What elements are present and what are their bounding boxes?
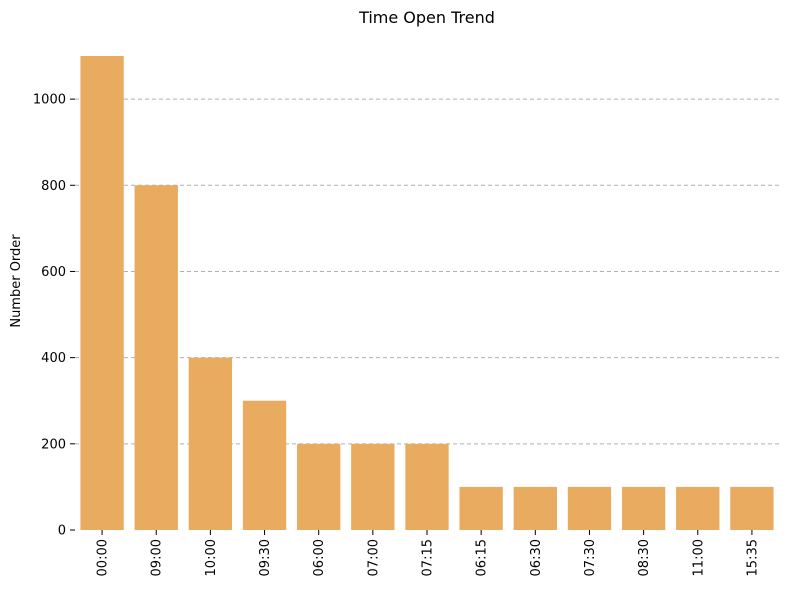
y-tick-label: 600 — [41, 265, 66, 280]
x-tick-label: 06:15 — [475, 539, 490, 576]
y-axis-label: Number Order — [9, 234, 24, 328]
x-tick-label: 06:30 — [529, 539, 544, 576]
x-tick-label: 10:00 — [204, 539, 219, 576]
bar-0715 — [405, 443, 449, 530]
bar-0630 — [513, 486, 557, 530]
bar-0615 — [459, 486, 503, 530]
bar-1535 — [730, 486, 774, 530]
x-tick-label: 07:30 — [583, 539, 598, 576]
bar-0700 — [351, 443, 395, 530]
y-axis-ticks: 0 200 400 600 800 1000 — [33, 93, 75, 539]
x-tick-label: 11:00 — [691, 539, 706, 576]
y-tick-label: 400 — [41, 351, 66, 366]
x-tick-label: 09:30 — [258, 539, 273, 576]
bar-0000 — [80, 56, 124, 530]
bar-1100 — [676, 486, 720, 530]
bar-1000 — [188, 357, 233, 530]
x-tick-label: 07:00 — [366, 539, 381, 576]
chart-title: Time Open Trend — [358, 8, 495, 27]
x-axis-ticks: 00:00 09:00 10:00 09:30 06:00 07:00 07:15 06:15… — [96, 530, 760, 576]
bars — [80, 56, 774, 531]
x-tick-label: 08:30 — [637, 539, 652, 576]
y-tick-label: 800 — [41, 179, 66, 194]
bar-0930 — [242, 400, 287, 530]
x-tick-label: 09:00 — [150, 539, 165, 576]
y-tick-label: 0 — [58, 524, 66, 539]
y-tick-label: 200 — [41, 437, 66, 452]
bar-0730 — [567, 486, 612, 530]
x-tick-label: 00:00 — [96, 539, 111, 576]
x-tick-label: 06:00 — [312, 539, 327, 576]
x-tick-label: 15:35 — [745, 539, 760, 576]
bar-0600 — [297, 443, 341, 530]
x-tick-label: 07:15 — [421, 539, 436, 576]
bar-0900 — [134, 185, 178, 531]
gridlines — [75, 98, 779, 445]
y-tick-label: 1000 — [33, 93, 66, 108]
bar-0830 — [621, 486, 666, 530]
